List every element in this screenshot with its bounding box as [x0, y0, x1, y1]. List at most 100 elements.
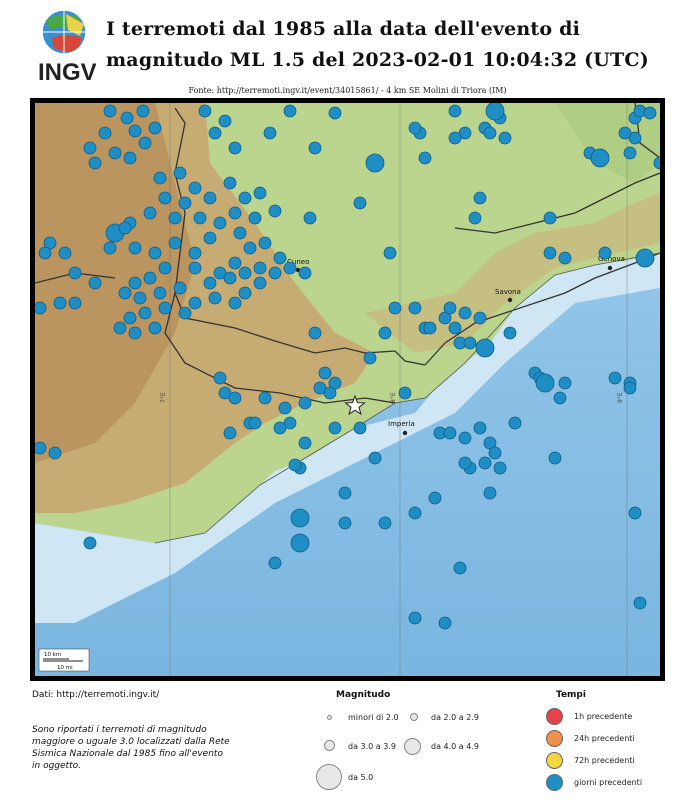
earthquake-marker[interactable] [168, 211, 182, 225]
earthquake-marker[interactable] [103, 241, 117, 255]
earthquake-marker[interactable] [83, 141, 97, 155]
earthquake-marker[interactable] [88, 276, 102, 290]
earthquake-marker[interactable] [443, 426, 457, 440]
earthquake-marker[interactable] [283, 104, 297, 118]
earthquake-marker[interactable] [68, 266, 82, 280]
earthquake-marker[interactable] [318, 366, 332, 380]
earthquake-marker[interactable] [203, 191, 217, 205]
earthquake-marker[interactable] [238, 286, 252, 300]
earthquake-marker[interactable] [173, 166, 187, 180]
earthquake-marker[interactable] [635, 248, 655, 268]
earthquake-marker[interactable] [238, 266, 252, 280]
earthquake-marker[interactable] [443, 301, 457, 315]
earthquake-marker[interactable] [188, 296, 202, 310]
earthquake-marker[interactable] [143, 206, 157, 220]
earthquake-marker[interactable] [228, 391, 242, 405]
earthquake-marker[interactable] [558, 376, 572, 390]
earthquake-marker[interactable] [488, 446, 502, 460]
earthquake-marker[interactable] [353, 196, 367, 210]
earthquake-marker[interactable] [308, 141, 322, 155]
earthquake-marker[interactable] [148, 246, 162, 260]
earthquake-marker[interactable] [473, 421, 487, 435]
earthquake-marker[interactable] [273, 421, 287, 435]
earthquake-marker[interactable] [365, 153, 385, 173]
earthquake-marker[interactable] [53, 296, 67, 310]
earthquake-marker[interactable] [438, 311, 452, 325]
earthquake-marker[interactable] [223, 271, 237, 285]
earthquake-marker[interactable] [263, 126, 277, 140]
earthquake-marker[interactable] [368, 451, 382, 465]
earthquake-marker[interactable] [228, 256, 242, 270]
earthquake-marker[interactable] [153, 286, 167, 300]
earthquake-marker[interactable] [598, 246, 612, 260]
earthquake-marker[interactable] [133, 291, 147, 305]
earthquake-marker[interactable] [458, 431, 472, 445]
earthquake-marker[interactable] [408, 506, 422, 520]
earthquake-marker[interactable] [418, 151, 432, 165]
earthquake-marker[interactable] [535, 373, 555, 393]
earthquake-marker[interactable] [248, 416, 262, 430]
earthquake-marker[interactable] [503, 326, 517, 340]
earthquake-marker[interactable] [623, 381, 637, 395]
earthquake-marker[interactable] [633, 596, 647, 610]
earthquake-marker[interactable] [113, 321, 127, 335]
earthquake-marker[interactable] [68, 296, 82, 310]
earthquake-marker[interactable] [468, 211, 482, 225]
earthquake-marker[interactable] [168, 236, 182, 250]
earthquake-marker[interactable] [123, 311, 137, 325]
earthquake-marker[interactable] [408, 611, 422, 625]
earthquake-marker[interactable] [118, 221, 132, 235]
earthquake-marker[interactable] [143, 271, 157, 285]
earthquake-marker[interactable] [448, 104, 462, 118]
earthquake-marker[interactable] [253, 186, 267, 200]
earthquake-marker[interactable] [120, 111, 134, 125]
earthquake-marker[interactable] [35, 301, 47, 315]
earthquake-marker[interactable] [233, 226, 247, 240]
earthquake-marker[interactable] [223, 176, 237, 190]
earthquake-marker[interactable] [208, 126, 222, 140]
earthquake-marker[interactable] [35, 441, 47, 455]
earthquake-marker[interactable] [213, 371, 227, 385]
earthquake-marker[interactable] [328, 421, 342, 435]
earthquake-marker[interactable] [653, 156, 660, 170]
earthquake-marker[interactable] [273, 251, 287, 265]
earthquake-marker[interactable] [308, 326, 322, 340]
earthquake-marker[interactable] [258, 391, 272, 405]
earthquake-marker[interactable] [108, 146, 122, 160]
earthquake-marker[interactable] [253, 261, 267, 275]
earthquake-marker[interactable] [628, 506, 642, 520]
earthquake-marker[interactable] [103, 104, 117, 118]
earthquake-marker[interactable] [353, 421, 367, 435]
earthquake-marker[interactable] [378, 326, 392, 340]
earthquake-marker[interactable] [398, 386, 412, 400]
earthquake-marker[interactable] [548, 451, 562, 465]
earthquake-marker[interactable] [453, 561, 467, 575]
earthquake-marker[interactable] [478, 456, 492, 470]
earthquake-marker[interactable] [475, 338, 495, 358]
earthquake-marker[interactable] [473, 191, 487, 205]
earthquake-marker[interactable] [188, 246, 202, 260]
earthquake-marker[interactable] [458, 306, 472, 320]
earthquake-marker[interactable] [408, 121, 422, 135]
earthquake-marker[interactable] [213, 266, 227, 280]
earthquake-marker[interactable] [483, 436, 497, 450]
earthquake-marker[interactable] [448, 131, 462, 145]
data-source[interactable]: Dati: http://terremoti.ingv.it/ [32, 690, 160, 700]
earthquake-marker[interactable] [408, 301, 422, 315]
earthquake-marker[interactable] [136, 104, 150, 118]
earthquake-marker[interactable] [388, 301, 402, 315]
earthquake-marker[interactable] [303, 211, 317, 225]
earthquake-marker[interactable] [298, 396, 312, 410]
earthquake-marker[interactable] [473, 311, 487, 325]
map-frame[interactable]: 7°E 8°E 9°E Cuneo Savona Genova Imperia [30, 98, 665, 681]
earthquake-marker[interactable] [128, 124, 142, 138]
earthquake-marker[interactable] [83, 536, 97, 550]
earthquake-marker[interactable] [278, 401, 292, 415]
earthquake-marker[interactable] [288, 458, 302, 472]
earthquake-marker[interactable] [483, 486, 497, 500]
earthquake-marker[interactable] [290, 533, 310, 553]
map-canvas[interactable]: 7°E 8°E 9°E Cuneo Savona Genova Imperia [35, 103, 660, 676]
earthquake-marker[interactable] [228, 141, 242, 155]
earthquake-marker[interactable] [178, 196, 192, 210]
earthquake-marker[interactable] [188, 261, 202, 275]
